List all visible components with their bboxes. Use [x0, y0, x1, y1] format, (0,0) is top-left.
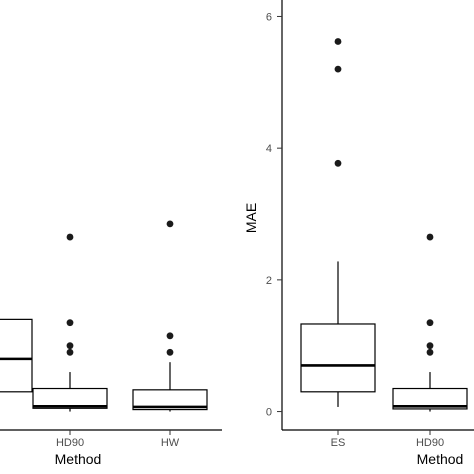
y-tick-label: 0: [266, 407, 272, 419]
right-panel: 0 2 4 6 ES HD90 MAE Method: [243, 0, 474, 467]
x-tick-label: HW: [161, 437, 180, 449]
outlier-point: [426, 348, 434, 356]
outlier-point: [334, 65, 342, 73]
box-iqr: [0, 318, 33, 393]
left-panel-marks: HD90 HW: [0, 220, 208, 449]
y-tick-label: 4: [266, 143, 272, 155]
box-iqr: [300, 323, 376, 393]
outlier-point: [334, 38, 342, 45]
outlier-point: [66, 233, 74, 241]
left-panel: HD90 HW Method: [0, 220, 222, 467]
outlier-point: [166, 332, 174, 340]
outlier-point: [66, 319, 74, 327]
outlier-point: [66, 342, 74, 350]
outlier-point: [166, 220, 174, 228]
x-tick-label: HD90: [416, 437, 444, 449]
y-tick-label: 6: [266, 11, 272, 23]
outlier-point: [426, 233, 434, 241]
box-iqr: [392, 387, 468, 410]
left-x-axis-title: Method: [55, 451, 102, 467]
outlier-point: [426, 319, 434, 327]
box-iqr: [32, 387, 108, 409]
right-panel-marks: 0 2 4 6 ES HD90: [266, 11, 468, 449]
outlier-point: [166, 348, 174, 356]
x-tick-label: HD90: [56, 437, 84, 449]
right-y-axis-title: MAE: [243, 203, 259, 233]
outlier-point: [334, 159, 342, 167]
y-tick-label: 2: [266, 275, 272, 287]
outlier-point: [426, 342, 434, 350]
box-iqr: [132, 389, 208, 411]
right-x-axis-title: Method: [417, 451, 464, 467]
x-tick-label: ES: [331, 437, 346, 449]
outlier-point: [66, 348, 74, 356]
